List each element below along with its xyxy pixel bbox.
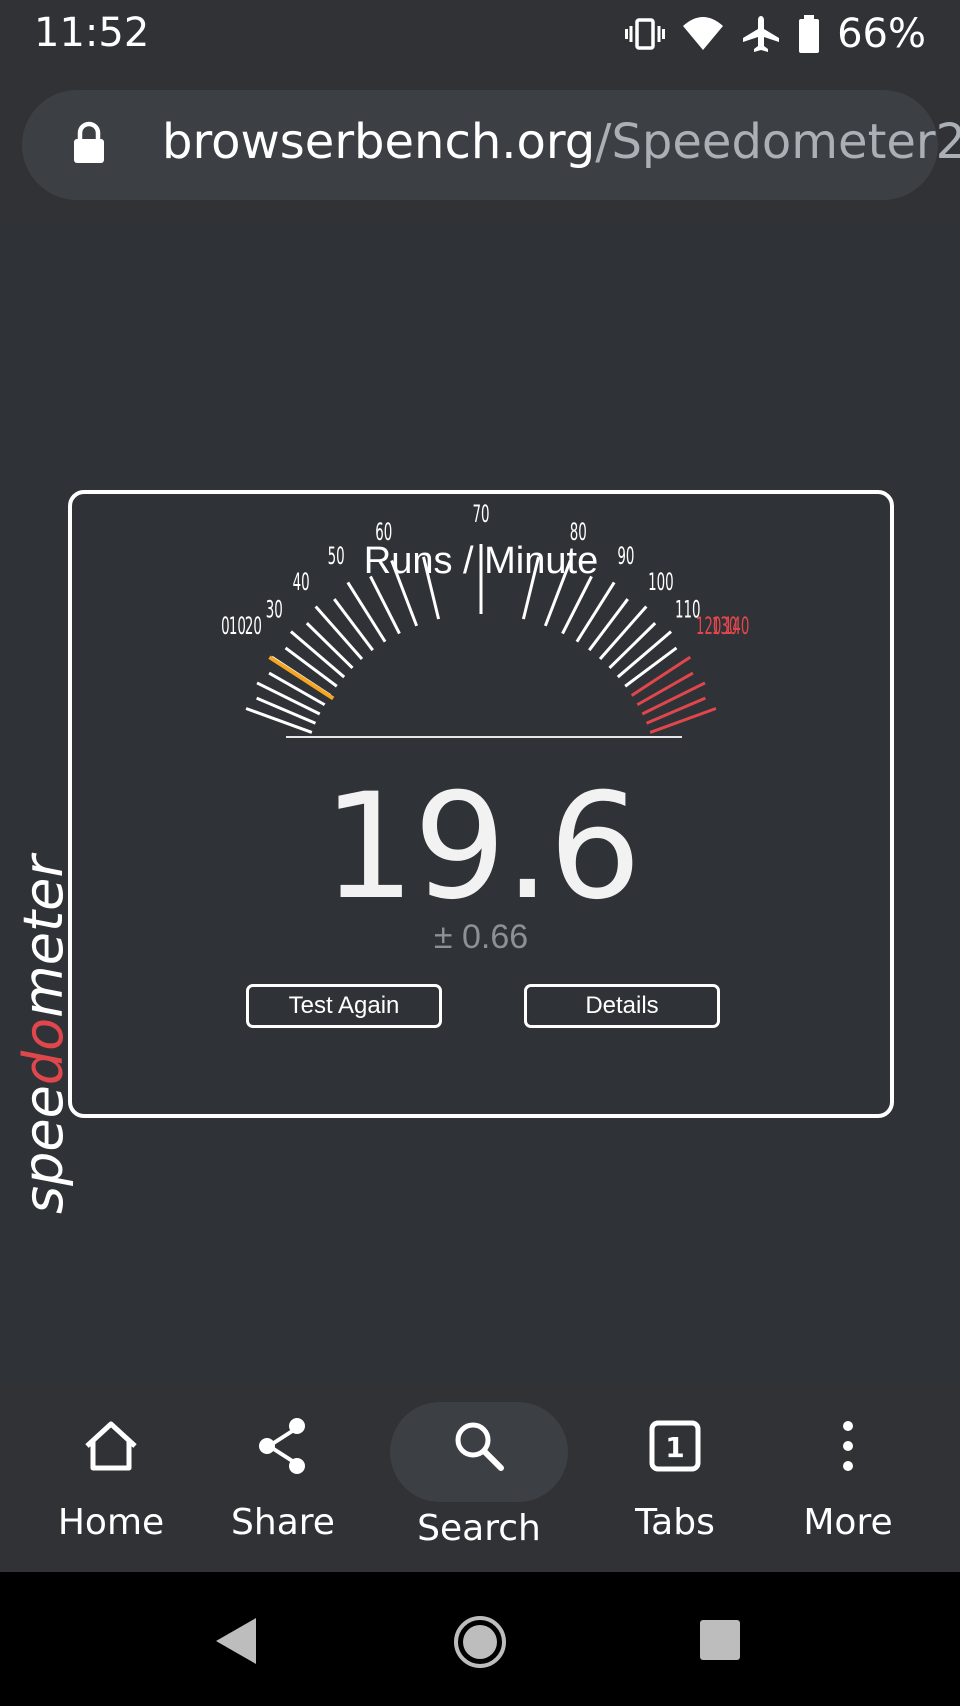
logo-part-do: do <box>18 1018 75 1085</box>
nav-home[interactable]: Home <box>25 1384 197 1572</box>
gauge-tick <box>314 605 364 660</box>
gauge-label: 90 <box>617 541 634 570</box>
gauge-tick <box>641 681 706 716</box>
gauge-tick <box>245 707 313 734</box>
test-again-button[interactable]: Test Again <box>246 984 442 1028</box>
gauge-tick <box>284 646 338 688</box>
share-icon <box>259 1418 305 1474</box>
more-vert-icon <box>843 1421 853 1471</box>
gauge-tick <box>598 605 648 660</box>
gauge-label: 70 <box>472 499 489 528</box>
gauge-tick <box>256 696 317 725</box>
gauge-tick <box>630 655 692 697</box>
nav-home-label: Home <box>57 1502 165 1543</box>
gauge-label: 100 <box>648 567 674 596</box>
status-bar: 11:52 66% <box>0 0 960 72</box>
home-icon <box>85 1421 137 1471</box>
score-margin: ± 0.66 <box>433 918 529 956</box>
gauge-tick <box>268 671 326 707</box>
gauge-tick <box>369 575 401 635</box>
gauge-tick <box>305 622 354 670</box>
nav-tabs-label: Tabs <box>635 1502 715 1543</box>
nav-search-label: Search <box>417 1508 541 1549</box>
home-button-icon[interactable] <box>452 1614 508 1670</box>
airplane-icon <box>741 14 781 54</box>
gauge-tick <box>624 646 678 688</box>
gauge-tick <box>575 581 616 643</box>
system-navigation-bar <box>0 1572 960 1706</box>
tabs-icon: 1 <box>649 1420 701 1472</box>
gauge-tick <box>645 696 706 725</box>
nav-more[interactable]: More <box>762 1384 934 1572</box>
speedometer-logo-text: speedometer <box>18 853 75 1214</box>
gauge-tick <box>346 581 387 643</box>
gauge-tick <box>608 622 657 670</box>
recents-icon[interactable] <box>698 1618 742 1662</box>
gauge-tick <box>256 681 321 716</box>
gauge-panel: Runs / Minute 0 10 20 30 40 50 60 70 80 90 100 110 1… <box>68 490 894 1118</box>
details-button[interactable]: Details <box>524 984 720 1028</box>
nav-share[interactable]: Share <box>197 1384 369 1572</box>
battery-percentage: 66% <box>837 11 926 57</box>
tabs-count: 1 <box>665 1431 684 1464</box>
nav-more-label: More <box>803 1502 893 1543</box>
gauge-label: 40 <box>293 567 310 596</box>
logo-part-meter: meter <box>18 853 75 1018</box>
gauge-tick <box>333 598 374 652</box>
gauge-label: 130 <box>712 611 738 640</box>
gauge-tick <box>616 630 673 679</box>
nav-share-label: Share <box>231 1502 335 1543</box>
battery-icon <box>797 14 821 54</box>
gauge-tick <box>521 556 540 620</box>
gauge-tick <box>561 575 593 635</box>
vibrate-icon <box>625 14 666 54</box>
gauge-tick <box>390 559 419 627</box>
gauge-label: 10 <box>229 611 246 640</box>
url-host: browserbench.org <box>162 114 596 170</box>
bottom-navigation: Home Share Search 1 <box>0 1384 960 1572</box>
gauge-label: 50 <box>328 541 345 570</box>
url-bar[interactable]: browserbench.org/Speedometer2 <box>22 90 960 200</box>
logo-part-speed: spee <box>18 1085 75 1214</box>
gauge-tick <box>636 671 694 707</box>
search-icon <box>455 1422 504 1471</box>
gauge-label: 0 <box>221 611 230 640</box>
gauge-tick <box>289 630 346 679</box>
gauge-label: 110 <box>675 594 701 623</box>
gauge-label: 140 <box>724 611 750 640</box>
gauge-label: 60 <box>375 517 392 546</box>
gauge-label: 20 <box>245 611 262 640</box>
web-content: speedometer Runs / Minute 0 10 20 30 40 50 60 7… <box>0 222 960 1384</box>
url-text[interactable]: browserbench.org/Speedometer2 <box>162 114 960 170</box>
gauge-label: 120 <box>696 611 722 640</box>
wifi-icon <box>681 14 725 54</box>
url-path: /Speedometer2 <box>595 114 960 170</box>
gauge-tick <box>649 707 717 734</box>
gauge-tick <box>422 556 441 620</box>
gauge-divider <box>286 736 682 738</box>
status-time: 11:52 <box>34 10 150 56</box>
lock-icon[interactable] <box>72 120 106 171</box>
status-icons: 66% <box>625 11 926 57</box>
browser-toolbar: browserbench.org/Speedometer2 <box>0 72 960 222</box>
nav-tabs[interactable]: 1 Tabs <box>589 1384 761 1572</box>
gauge-tick <box>588 598 629 652</box>
gauge-label: 30 <box>266 594 283 623</box>
gauge-label: 80 <box>570 517 587 546</box>
back-icon[interactable] <box>214 1616 258 1666</box>
speedometer-logo: speedometer <box>18 853 75 1214</box>
score-value: 19.6 <box>322 762 641 932</box>
nav-search[interactable]: Search <box>393 1384 565 1572</box>
gauge-needle <box>268 655 335 701</box>
gauge-tick <box>543 559 572 627</box>
